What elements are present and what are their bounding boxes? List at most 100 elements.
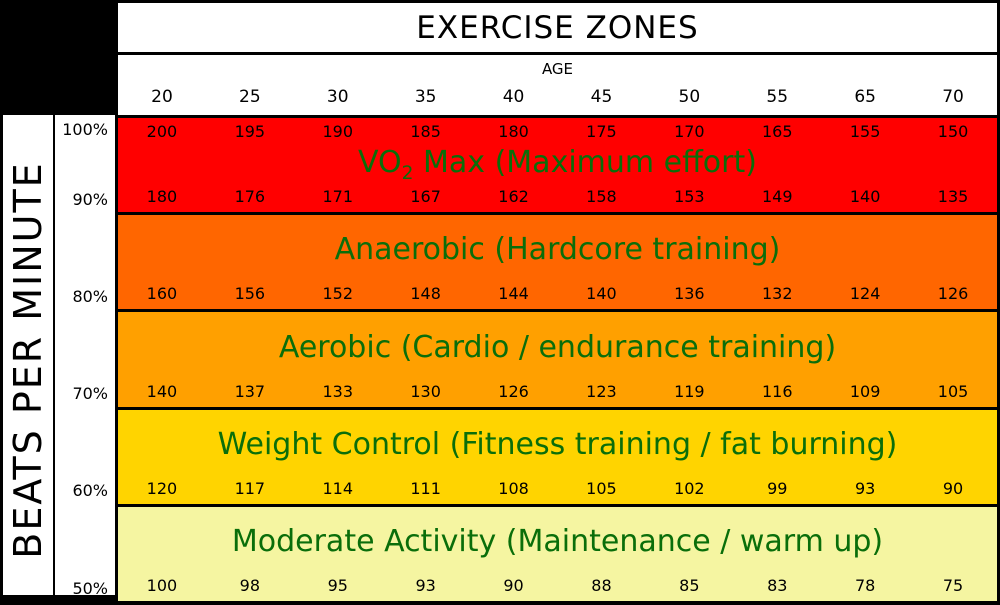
- bpm-value: 190: [322, 122, 354, 141]
- bpm-row: 120 117 114 111 108 105 102 99 93 90: [118, 479, 997, 504]
- zone-band-3: Aerobic (Cardio / endurance training) 140…: [118, 309, 997, 407]
- bpm-value: 105: [937, 381, 969, 401]
- bpm-value: 108: [498, 478, 529, 498]
- bpm-value: 132: [761, 284, 793, 304]
- bpm-value: 116: [761, 381, 793, 401]
- bpm-value: 180: [146, 187, 178, 207]
- bpm-value: 98: [239, 576, 261, 596]
- bpm-value: 148: [410, 284, 441, 304]
- bpm-value: 149: [761, 187, 793, 207]
- bpm-value: 160: [146, 284, 178, 304]
- bpm-value: 180: [498, 122, 529, 141]
- bpm-value: 88: [591, 576, 612, 596]
- age-tick: 25: [239, 86, 261, 107]
- percent-column: 100% 90% 80% 70% 60% 50%: [55, 115, 115, 605]
- bpm-row: 140 137 133 130 126 123 119 116 109 105: [118, 382, 997, 407]
- zone-band-4: Weight Control (Fitness training / fat b…: [118, 406, 997, 504]
- bpm-value: 158: [586, 187, 617, 207]
- chart-title-box: EXERCISE ZONES: [115, 0, 1000, 55]
- zones-container: 200 195 190 185 180 175 170 165 155 150 VO2 Max (M…: [115, 115, 1000, 605]
- bpm-value: 170: [674, 122, 705, 141]
- bpm-row: 200 195 190 185 180 175 170 165 155 150: [118, 118, 997, 141]
- bpm-value: 176: [234, 187, 266, 207]
- bpm-value: 156: [234, 284, 266, 304]
- age-tick: 35: [414, 86, 437, 107]
- age-tick: 70: [942, 86, 964, 107]
- bpm-value: 123: [586, 381, 617, 401]
- zone-label-text: Anaerobic (Hardcore training): [334, 232, 781, 268]
- bpm-value: 90: [503, 576, 524, 596]
- bpm-value: 126: [498, 381, 529, 401]
- zone-label: Weight Control (Fitness training / fat b…: [118, 410, 997, 479]
- zone-label-text: Aerobic (Cardio / endurance training): [278, 329, 837, 365]
- page-title: EXERCISE ZONES: [416, 9, 699, 46]
- bpm-value: 85: [679, 576, 700, 596]
- bpm-value: 119: [674, 381, 705, 401]
- bpm-value: 135: [937, 187, 969, 207]
- bpm-value: 93: [415, 576, 436, 596]
- bpm-value: 105: [586, 478, 617, 498]
- bpm-value: 167: [410, 187, 441, 207]
- corner-block: [0, 0, 115, 115]
- zone-label: Aerobic (Cardio / endurance training): [118, 312, 997, 381]
- age-tick: 30: [326, 86, 349, 107]
- bpm-value: 171: [322, 187, 354, 207]
- bpm-value: 102: [674, 478, 705, 498]
- age-tick: 55: [766, 86, 789, 107]
- bpm-value: 200: [146, 122, 178, 141]
- percent-tick: 100%: [62, 119, 108, 139]
- bpm-value: 155: [849, 122, 881, 141]
- zone-band-2: Anaerobic (Hardcore training) 160 156 152 14…: [118, 212, 997, 310]
- bpm-value: 140: [849, 187, 881, 207]
- bpm-value: 124: [849, 284, 881, 304]
- bpm-value: 95: [327, 576, 348, 596]
- bottom-border-bar: [0, 595, 115, 605]
- bpm-value: 152: [322, 284, 354, 304]
- age-tick: 40: [502, 86, 525, 107]
- bpm-value: 126: [937, 284, 969, 304]
- bpm-value: 140: [146, 381, 178, 401]
- percent-tick: 90%: [72, 189, 108, 209]
- bpm-value: 140: [586, 284, 617, 304]
- bpm-value: 114: [322, 478, 354, 498]
- age-tick: 65: [854, 86, 876, 107]
- bpm-row: 180 176 171 167 162 158 153 149 140 135: [118, 187, 997, 212]
- percent-tick: 50%: [72, 578, 108, 598]
- percent-tick: 80%: [72, 286, 108, 306]
- bpm-value: 185: [410, 122, 441, 141]
- age-tick: 20: [151, 86, 173, 107]
- bpm-value: 93: [854, 478, 876, 498]
- percent-tick: 70%: [72, 384, 108, 404]
- zone-label-text: Weight Control (Fitness training / fat b…: [217, 426, 898, 462]
- bpm-value: 83: [767, 576, 788, 596]
- bpm-value: 195: [234, 122, 266, 141]
- bpm-value: 144: [498, 284, 529, 304]
- bpm-value: 109: [849, 381, 881, 401]
- bpm-value: 99: [767, 478, 788, 498]
- bpm-value: 75: [942, 576, 964, 596]
- zone-label: Moderate Activity (Maintenance / warm up…: [118, 507, 997, 576]
- age-ticks-row: 20 25 30 35 40 45 50 55 65 70: [118, 78, 997, 115]
- bpm-value: 133: [322, 381, 354, 401]
- zone-band-1: 200 195 190 185 180 175 170 165 155 150 VO2 Max (M…: [118, 115, 997, 213]
- zone-label-text: Moderate Activity (Maintenance / warm up…: [231, 523, 884, 559]
- zone-label: VO2 Max (Maximum effort): [118, 141, 997, 187]
- bpm-value: 117: [234, 478, 266, 498]
- age-tick: 45: [590, 86, 613, 107]
- y-axis: BEATS PER MINUTE: [0, 115, 55, 605]
- bpm-value: 111: [410, 478, 441, 498]
- bpm-row: 100 98 95 93 90 88 85 83 78 75: [118, 576, 997, 601]
- zone-label: Anaerobic (Hardcore training): [118, 215, 997, 284]
- zone-label-text: VO2 Max (Maximum effort): [358, 144, 757, 184]
- bpm-value: 90: [942, 478, 964, 498]
- bpm-row: 160 156 152 148 144 140 136 132 124 126: [118, 284, 997, 309]
- percent-tick: 60%: [72, 481, 108, 501]
- bpm-value: 162: [498, 187, 529, 207]
- bpm-value: 78: [854, 576, 876, 596]
- bpm-value: 136: [674, 284, 705, 304]
- zone-band-5: Moderate Activity (Maintenance / warm up…: [118, 503, 997, 602]
- y-axis-label: BEATS PER MINUTE: [6, 161, 50, 559]
- bpm-value: 100: [146, 576, 178, 596]
- age-axis-label: AGE: [541, 60, 574, 78]
